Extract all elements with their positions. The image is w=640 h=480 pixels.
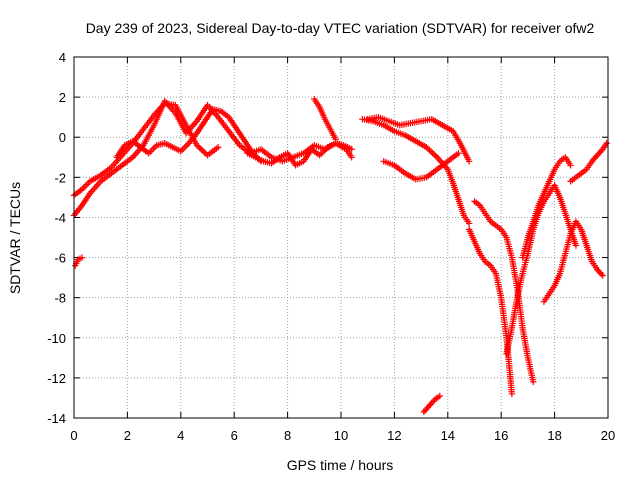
y-tick-label: -2	[54, 170, 66, 185]
data-point-track-f	[465, 220, 473, 227]
data-point-track-b	[199, 147, 207, 155]
data-point-track-a	[348, 154, 355, 161]
data-point-track-e	[332, 136, 339, 143]
x-tick-label: 10	[334, 428, 348, 443]
x-tick-label: 6	[231, 428, 238, 443]
x-tick-label: 8	[284, 428, 291, 443]
data-point-track-m	[598, 270, 605, 278]
chart-title: Day 239 of 2023, Sidereal Day-to-day VTE…	[86, 20, 595, 36]
x-tick-label: 12	[387, 428, 401, 443]
data-point-track-b	[198, 146, 205, 153]
data-point-track-b	[193, 142, 201, 149]
data-point-track-b	[196, 144, 204, 152]
data-point-track-d	[348, 146, 355, 153]
y-tick-label: -12	[47, 371, 66, 386]
data-point-track-i	[530, 378, 537, 386]
data-point-track-l	[567, 162, 574, 169]
data-points	[70, 95, 610, 416]
data-point-track-f	[430, 151, 438, 158]
y-tick-label: 2	[59, 90, 66, 105]
x-axis-label: GPS time / hours	[287, 457, 394, 473]
x-tick-label: 18	[547, 428, 561, 443]
y-tick-label: -6	[54, 251, 66, 266]
x-tick-label: 0	[70, 428, 77, 443]
data-point-track-j	[508, 390, 516, 398]
data-point-track-f	[423, 144, 430, 151]
data-point-track-b	[214, 144, 222, 151]
data-point-track-f	[429, 149, 436, 157]
data-point-track-f	[427, 148, 435, 155]
y-tick-label: 0	[59, 130, 66, 145]
data-point-track-f	[432, 152, 439, 160]
x-tick-label: 4	[177, 428, 184, 443]
y-tick-label: -8	[54, 291, 66, 306]
y-tick-label: -10	[47, 331, 66, 346]
data-point-track-p	[436, 392, 443, 400]
data-point-track-n	[603, 140, 610, 147]
data-point-track-k	[572, 242, 580, 249]
plot-frame	[73, 56, 609, 419]
data-point-track-h	[455, 150, 462, 157]
y-tick-label: 4	[59, 50, 66, 65]
data-point-track-b	[195, 143, 202, 150]
data-point-track-b	[201, 149, 208, 156]
data-point-track-o	[78, 254, 86, 261]
x-tick-label: 14	[441, 428, 455, 443]
data-point-track-f	[424, 145, 432, 152]
y-tick-label: -14	[47, 411, 66, 426]
x-tick-label: 20	[601, 428, 615, 443]
data-point-track-g	[465, 158, 473, 165]
y-tick-label: -4	[54, 210, 66, 225]
x-tick-label: 16	[494, 428, 508, 443]
data-point-track-m	[599, 272, 606, 279]
y-axis-label: SDTVAR / TECUs	[7, 182, 23, 294]
x-tick-label: 2	[124, 428, 131, 443]
data-point-track-n	[598, 147, 605, 154]
data-point-track-f	[426, 146, 433, 154]
data-point-track-p	[429, 398, 437, 405]
